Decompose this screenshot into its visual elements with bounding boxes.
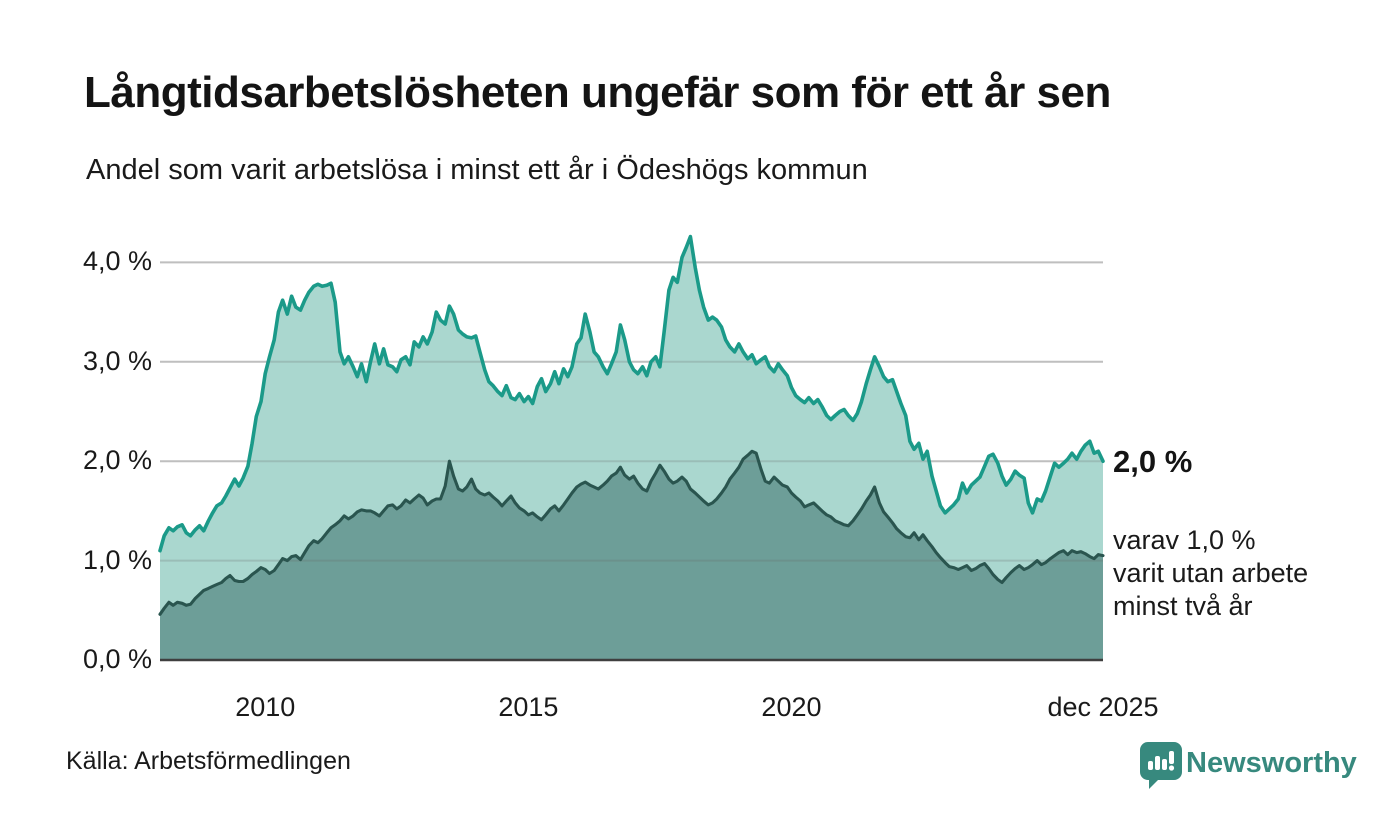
page-title: Långtidsarbetslösheten ungefär som för e… [84,68,1111,117]
x-tick-label: 2010 [235,692,296,722]
series-line [158,234,1105,553]
sub-annotation-line: varit utan arbete [1113,558,1309,588]
sub-annotation-line: varav 1,0 % [1113,525,1256,555]
page-subtitle: Andel som varit arbetslösa i minst ett å… [86,154,868,186]
x-tick-label: dec 2025 [1047,692,1159,722]
series-line [158,449,1105,616]
y-tick-label: 0,0 % [82,644,152,674]
y-tick-label: 1,0 % [82,544,152,575]
sub-annotation-line: minst två år [1113,591,1253,621]
newsworthy-logo-icon [1140,742,1182,789]
y-tick-label: 2,0 % [82,445,152,476]
y-tick-label: 4,0 % [82,246,152,277]
x-tick-label: 2015 [498,692,559,722]
source-label: Källa: Arbetsförmedlingen [66,747,351,775]
y-tick-label: 3,0 % [82,345,152,376]
latest-value-annotation: 2,0 % [1113,444,1193,479]
brand-name: Newsworthy [1186,747,1357,779]
x-tick-label: 2020 [761,692,822,722]
series-area [160,451,1103,660]
